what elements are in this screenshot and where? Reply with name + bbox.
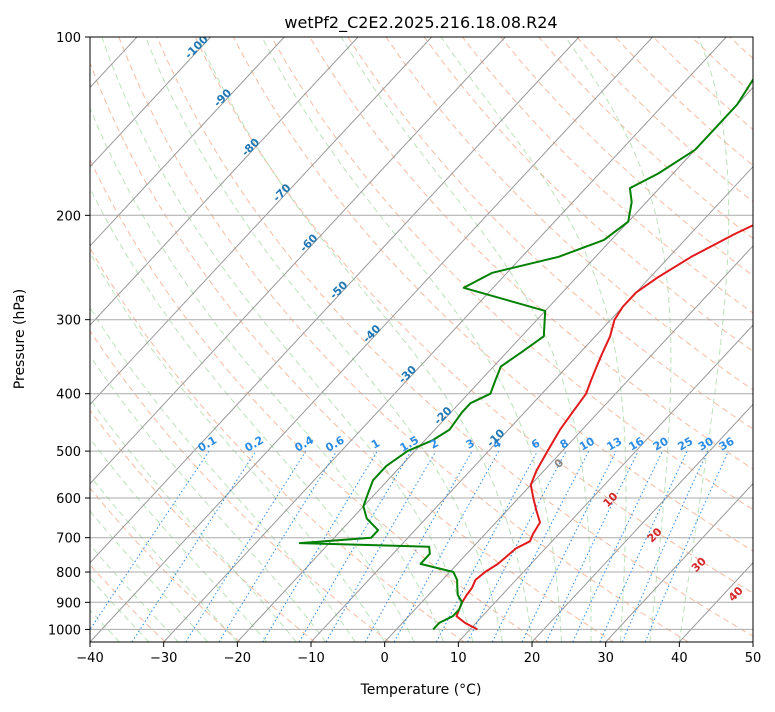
y-tick-label: 500 — [56, 445, 81, 460]
x-tick-label: −20 — [224, 651, 251, 666]
y-tick-label: 700 — [56, 532, 81, 547]
x-tick-label: −10 — [297, 651, 324, 666]
x-tick-label: −30 — [150, 651, 177, 666]
x-tick-label: 40 — [671, 651, 688, 666]
y-axis-label: Pressure (hPa) — [12, 289, 28, 389]
y-tick-label: 1000 — [48, 623, 81, 638]
y-tick-label: 400 — [56, 388, 81, 403]
chart-title: wetPf2_C2E2.2025.216.18.08.R24 — [284, 13, 557, 33]
y-tick-label: 200 — [56, 209, 81, 224]
x-tick-label: 20 — [524, 651, 541, 666]
x-tick-label: 0 — [381, 651, 389, 666]
y-tick-label: 300 — [56, 314, 81, 329]
x-tick-label: −40 — [76, 651, 103, 666]
x-axis-label: Temperature (°C) — [360, 682, 482, 698]
y-tick-label: 600 — [56, 492, 81, 507]
x-tick-label: 10 — [450, 651, 467, 666]
y-tick-label: 800 — [56, 566, 81, 581]
y-tick-label: 900 — [56, 596, 81, 611]
x-tick-label: 50 — [745, 651, 762, 666]
y-tick-label: 100 — [56, 31, 81, 46]
x-tick-label: 30 — [597, 651, 614, 666]
